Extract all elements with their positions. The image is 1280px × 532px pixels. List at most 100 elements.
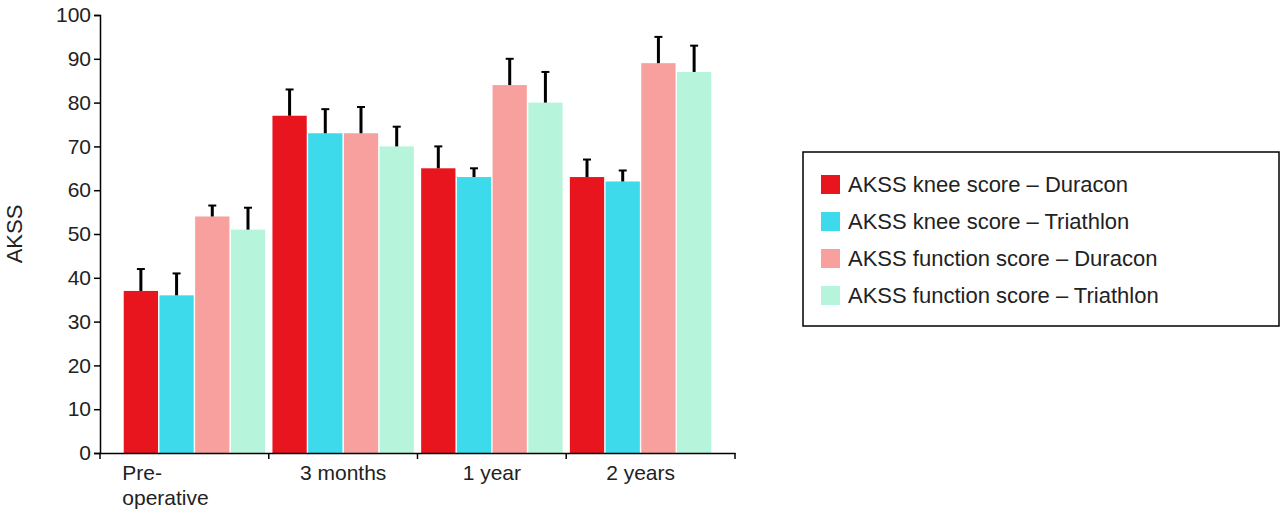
- error-cap: [321, 108, 329, 110]
- y-tick: 50: [68, 222, 100, 245]
- chart: 0 10 20 30 40 50 60 70 80 90 100 Pre-operative 3 mon…: [0, 0, 1280, 532]
- y-tick-label: 70: [68, 135, 91, 158]
- x-tick-label-line: operative: [122, 486, 208, 509]
- bar: [457, 177, 491, 453]
- y-tick-mark: [94, 15, 100, 17]
- x-boundary-tick: [268, 453, 270, 459]
- error-stem: [586, 160, 589, 178]
- legend: AKSS knee score – DuraconAKSS knee score…: [803, 152, 1279, 326]
- bar: [641, 63, 675, 453]
- y-tick: 10: [68, 397, 100, 420]
- y-tick-label: 40: [68, 266, 91, 289]
- bar: [380, 146, 414, 453]
- bar: [231, 230, 265, 453]
- x-tick-label: 2 years: [606, 461, 675, 484]
- bar: [677, 72, 711, 453]
- error-bar: [619, 170, 627, 181]
- legend-label: AKSS knee score – Duracon: [848, 172, 1128, 197]
- error-bar: [583, 160, 591, 178]
- error-bar: [357, 107, 365, 133]
- legend-label: AKSS function score – Duracon: [848, 246, 1157, 271]
- error-stem: [473, 168, 476, 177]
- bar: [344, 133, 378, 453]
- y-tick-mark: [94, 146, 100, 148]
- legend-box: [803, 152, 1279, 326]
- y-tick-label: 30: [68, 310, 91, 333]
- legend-label: AKSS function score – Triathlon: [848, 283, 1159, 308]
- error-bar: [654, 37, 662, 63]
- error-cap: [434, 145, 442, 147]
- y-tick: 0: [79, 441, 100, 464]
- error-bar: [541, 72, 549, 103]
- x-tick-label: 3 months: [300, 461, 386, 484]
- bar: [421, 168, 455, 453]
- bar: [195, 216, 229, 453]
- error-bar: [208, 206, 216, 217]
- error-bar: [321, 109, 329, 133]
- y-tick-label: 0: [79, 441, 91, 464]
- bar: [570, 177, 604, 453]
- x-tick-label-line: 3 months: [300, 461, 386, 484]
- error-stem: [657, 37, 660, 63]
- x-tick: 2 years: [606, 453, 675, 484]
- y-tick-mark: [94, 365, 100, 367]
- x-tick: 3 months: [300, 453, 386, 484]
- x-boundary-tick: [99, 453, 101, 459]
- error-stem: [288, 89, 291, 115]
- y-tick-mark: [94, 321, 100, 323]
- y-tick-label: 10: [68, 397, 91, 420]
- y-tick: 90: [68, 47, 100, 70]
- bar-series: [124, 89, 604, 453]
- y-tick-mark: [94, 409, 100, 411]
- y-tick-label: 100: [56, 3, 91, 26]
- y-tick-mark: [94, 190, 100, 192]
- error-cap: [690, 45, 698, 47]
- legend-swatch: [821, 249, 840, 268]
- x-tick-label: Pre-operative: [122, 461, 208, 509]
- error-stem: [437, 146, 440, 168]
- error-bar: [690, 46, 698, 72]
- error-stem: [139, 269, 142, 291]
- error-cap: [357, 106, 365, 108]
- error-cap: [470, 167, 478, 169]
- error-bar: [470, 168, 478, 177]
- error-cap: [137, 268, 145, 270]
- x-boundary-tick: [565, 453, 567, 459]
- error-stem: [693, 46, 696, 72]
- error-stem: [395, 127, 398, 147]
- bar: [159, 295, 193, 453]
- bar: [124, 291, 158, 453]
- error-stem: [508, 59, 511, 85]
- error-cap: [208, 205, 216, 207]
- error-cap: [173, 272, 181, 274]
- error-stem: [544, 72, 547, 103]
- error-bar: [244, 208, 252, 230]
- error-bar: [434, 146, 442, 168]
- x-tick-label-line: Pre-: [122, 461, 162, 484]
- error-bar: [393, 127, 401, 147]
- error-bar: [173, 273, 181, 295]
- y-axis-title: AKSS: [2, 205, 27, 264]
- error-stem: [175, 273, 178, 295]
- y-tick-mark: [94, 278, 100, 280]
- y-tick: 80: [68, 91, 100, 114]
- x-tick: Pre-operative: [122, 453, 208, 509]
- error-cap: [244, 207, 252, 209]
- y-tick: 40: [68, 266, 100, 289]
- bar: [528, 103, 562, 453]
- error-cap: [506, 58, 514, 60]
- x-boundary-tick: [417, 453, 419, 459]
- y-axis: 0 10 20 30 40 50 60 70 80 90 100: [56, 3, 101, 464]
- bar-series: [231, 46, 711, 453]
- legend-swatch: [821, 212, 840, 231]
- error-cap: [654, 36, 662, 38]
- bar-series: [159, 109, 639, 453]
- plot-area: [124, 37, 712, 453]
- y-tick: 30: [68, 310, 100, 333]
- error-stem: [211, 206, 214, 217]
- y-tick: 60: [68, 178, 100, 201]
- x-tick-label: 1 year: [463, 461, 521, 484]
- error-bar: [286, 89, 294, 115]
- y-tick-label: 20: [68, 354, 91, 377]
- y-tick-mark: [94, 59, 100, 61]
